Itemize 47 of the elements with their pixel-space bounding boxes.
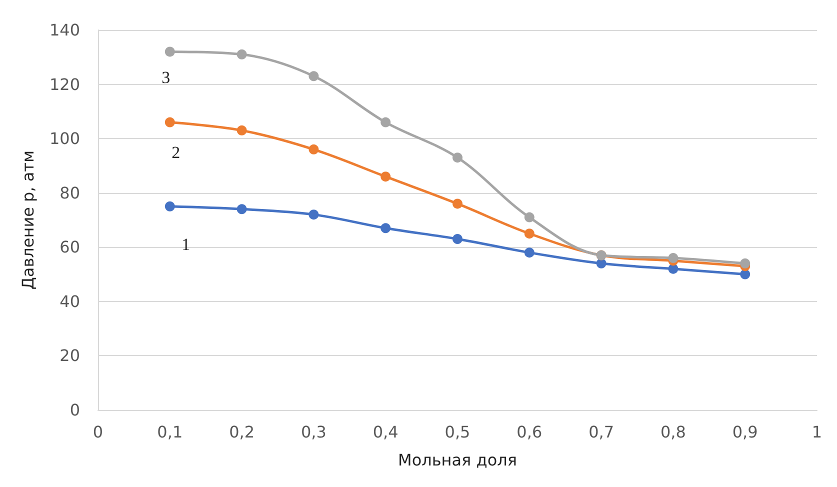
point [740, 269, 750, 280]
x-tick-label: 0,7 [588, 422, 614, 442]
point [164, 46, 175, 57]
y-tick-label: 60 [60, 238, 80, 257]
x-tick-label: 0,6 [516, 422, 542, 442]
x-tick-label: 0 [92, 422, 104, 442]
x-tick-label: 0,8 [660, 422, 686, 442]
point [308, 210, 319, 220]
point [308, 144, 319, 154]
point [236, 49, 247, 60]
point [236, 125, 247, 136]
y-tick-label: 20 [60, 346, 80, 366]
series-label: 3 [162, 68, 170, 88]
point [308, 71, 319, 82]
x-tick-label: 0,2 [229, 422, 255, 442]
y-tick-label: 80 [60, 183, 80, 202]
point [380, 117, 391, 128]
x-tick-label: 1 [812, 422, 822, 442]
point [380, 223, 391, 234]
point [164, 117, 175, 128]
point [524, 248, 534, 258]
y-tick-label: 140 [49, 20, 80, 40]
point [380, 172, 391, 182]
point [236, 204, 247, 214]
y-tick-label: 100 [49, 129, 80, 148]
x-tick-label: 0,4 [372, 422, 398, 442]
point [668, 264, 678, 274]
y-tick-label: 120 [49, 74, 80, 94]
x-tick-label: 0,9 [732, 422, 758, 442]
x-tick-label: 0,3 [300, 422, 326, 442]
x-axis-title: Мольная доля [398, 450, 517, 470]
series-label: 2 [172, 142, 180, 162]
point [668, 253, 678, 263]
y-tick-label: 40 [60, 292, 80, 311]
series-label: 1 [182, 234, 190, 254]
point [452, 152, 462, 163]
point [740, 258, 750, 268]
point [452, 198, 462, 209]
point [524, 228, 534, 239]
point [524, 212, 534, 222]
y-tick-label: 0 [70, 400, 80, 420]
x-tick-label: 0,1 [157, 422, 183, 442]
point [596, 258, 606, 268]
y-axis-title: Давление р, атм [18, 150, 38, 290]
x-tick-label: 0,5 [444, 422, 470, 442]
point [164, 201, 175, 212]
point [452, 234, 462, 244]
